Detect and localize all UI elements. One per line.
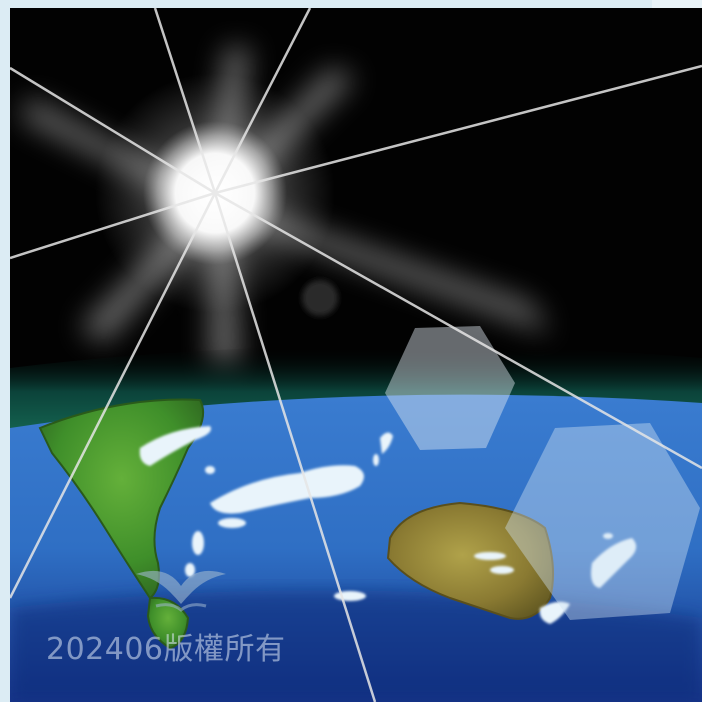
sun-faint-spot <box>302 280 338 316</box>
earth-scene <box>10 8 702 702</box>
corner-tab <box>652 0 702 8</box>
light-rays <box>10 8 702 702</box>
lens-flare-hexagon-small <box>385 326 515 450</box>
brown-continent <box>386 501 554 620</box>
lens-flare-hexagon-large <box>505 423 700 620</box>
